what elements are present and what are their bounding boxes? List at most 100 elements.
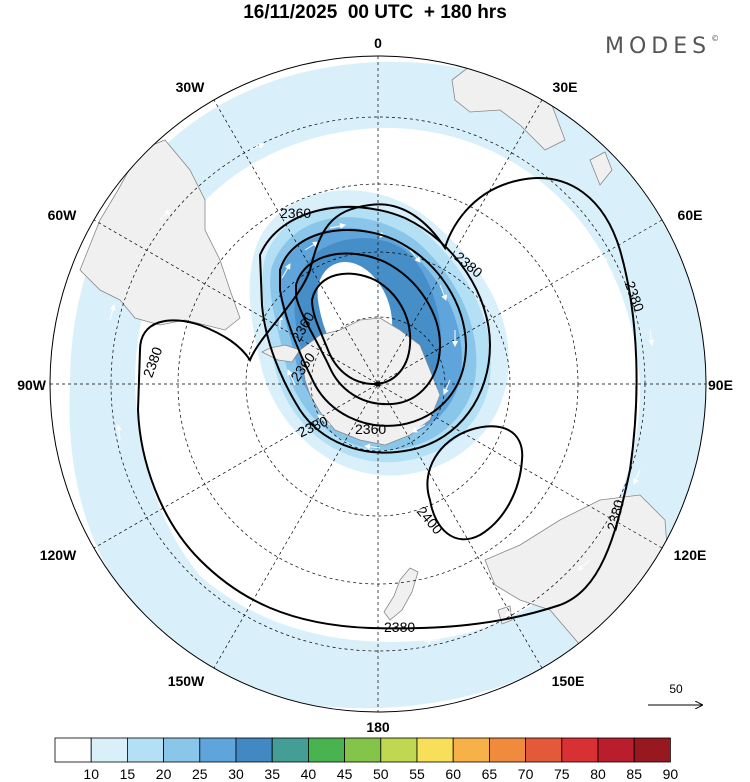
colorbar-tick-label: 80 <box>590 766 606 782</box>
lon-label-60e: 60E <box>678 207 703 223</box>
colorbar-tick-label: 45 <box>337 766 353 782</box>
colorbar-tick-label: 40 <box>301 766 317 782</box>
brand-logo: MODES© <box>605 34 719 59</box>
colorbar-cell <box>561 737 599 763</box>
contour-label: 2360 <box>280 205 311 221</box>
wind-arrow <box>411 424 426 433</box>
colorbar-cell <box>633 737 671 763</box>
contour-label: 2360 <box>355 421 386 437</box>
wind-arrow <box>409 249 421 263</box>
colorbar-tick-label: 65 <box>482 766 498 782</box>
wind-arrow <box>304 241 319 251</box>
colorbar-cell <box>380 737 418 763</box>
wind-arrow <box>115 424 122 441</box>
lon-label-30e: 30E <box>553 79 578 95</box>
lon-label-180: 180 <box>366 719 390 735</box>
contour-2400 <box>426 425 524 541</box>
contour-2360-3 <box>295 252 442 406</box>
colorbar-tick-label: 25 <box>192 766 208 782</box>
wind-arrow <box>364 443 381 450</box>
wind-arrow <box>504 609 521 617</box>
colorbar-cell <box>199 737 237 763</box>
colorbar-cell <box>163 737 201 763</box>
colorbar-cell <box>452 737 490 763</box>
colorbar-cells <box>54 737 671 763</box>
land-madagascar <box>589 151 613 186</box>
lon-label-90e: 90E <box>708 377 733 393</box>
copyright-mark: © <box>711 34 720 43</box>
colorbar-cell <box>344 737 382 763</box>
contour-2380-outer <box>136 177 638 630</box>
graticule <box>50 56 706 712</box>
wind-band-south <box>120 480 700 705</box>
colorbar-tick-label: 90 <box>663 766 679 782</box>
map-title: 16/11/2025 00 UTC + 180 hrs <box>243 2 507 23</box>
wind-vectors <box>109 143 655 644</box>
wind-arrow <box>287 369 296 386</box>
colorbar-cell <box>235 737 273 763</box>
lon-label-150w: 150W <box>168 673 205 689</box>
lon-label-60w: 60W <box>48 207 78 223</box>
colorbar-ticks: 10 15 20 25 30 35 40 45 50 55 60 65 70 75 80 85 90 <box>83 766 678 782</box>
colorbar-cell <box>90 737 128 763</box>
contour-2360-1 <box>258 206 492 454</box>
meridian-30e-150w <box>213 99 543 669</box>
lon-label-150e: 150E <box>552 673 585 689</box>
contour-2360-4 <box>310 272 412 386</box>
wind-arrow <box>329 223 346 229</box>
colorbar: 10 15 20 25 30 35 40 45 50 55 60 65 70 75 80 85 90 <box>54 737 678 782</box>
colorbar-tick-label: 50 <box>373 766 389 782</box>
wind-arrow <box>439 284 447 301</box>
wind-arrow <box>633 469 641 485</box>
wind-arrow <box>443 379 451 395</box>
colorbar-tick-label: 85 <box>626 766 642 782</box>
brand-name: MODES <box>605 34 712 59</box>
wind-arrow <box>648 329 655 346</box>
longitude-labels: 0 30E 60E 90E 120E 150E 180 150W 120W 90… <box>17 35 733 735</box>
colorbar-cell <box>127 737 165 763</box>
colorbar-tick-label: 15 <box>120 766 136 782</box>
wind-arrow <box>159 209 171 221</box>
contour-label: 2380 <box>384 619 415 635</box>
wind-arrow <box>199 547 211 561</box>
lat-circle-2 <box>245 251 511 517</box>
contour-2360-2 <box>279 229 468 427</box>
colorbar-cell <box>416 737 454 763</box>
lon-label-0: 0 <box>374 35 382 51</box>
colorbar-tick-label: 55 <box>409 766 425 782</box>
land-new-zealand <box>383 567 419 621</box>
wind-arrow <box>249 143 265 151</box>
wind-arrow <box>577 559 591 571</box>
land-antarctica <box>299 317 441 446</box>
colorbar-cell <box>525 737 563 763</box>
colorbar-cell <box>307 737 345 763</box>
pole-marker <box>375 381 381 387</box>
lon-label-30w: 30W <box>176 79 206 95</box>
wind-arrow <box>599 249 607 265</box>
height-contours <box>136 177 638 630</box>
meridian-120e-60w <box>93 219 663 549</box>
lon-label-120e: 120E <box>674 547 707 563</box>
colorbar-tick-label: 10 <box>83 766 99 782</box>
wind-arrow <box>424 637 441 644</box>
colorbar-tick-label: 60 <box>445 766 461 782</box>
colorbar-cell <box>488 737 526 763</box>
colorbar-tick-label: 75 <box>554 766 570 782</box>
wind-reference: 50 <box>648 682 702 705</box>
lon-label-120w: 120W <box>40 547 77 563</box>
meridian-60e-120w <box>93 219 663 549</box>
colorbar-tick-label: 20 <box>156 766 172 782</box>
colorbar-cell <box>597 737 635 763</box>
colorbar-tick-label: 70 <box>518 766 534 782</box>
colorbar-cell <box>54 737 92 763</box>
lon-label-90w: 90W <box>17 377 47 393</box>
contour-label: 2380 <box>604 498 628 532</box>
map-frame <box>49 55 707 713</box>
colorbar-cell <box>271 737 309 763</box>
wind-arrow <box>317 414 331 426</box>
colorbar-tick-label: 30 <box>228 766 244 782</box>
wind-arrow <box>109 304 116 321</box>
wind-arrow <box>499 169 516 177</box>
lat-circle-1 <box>310 316 446 452</box>
